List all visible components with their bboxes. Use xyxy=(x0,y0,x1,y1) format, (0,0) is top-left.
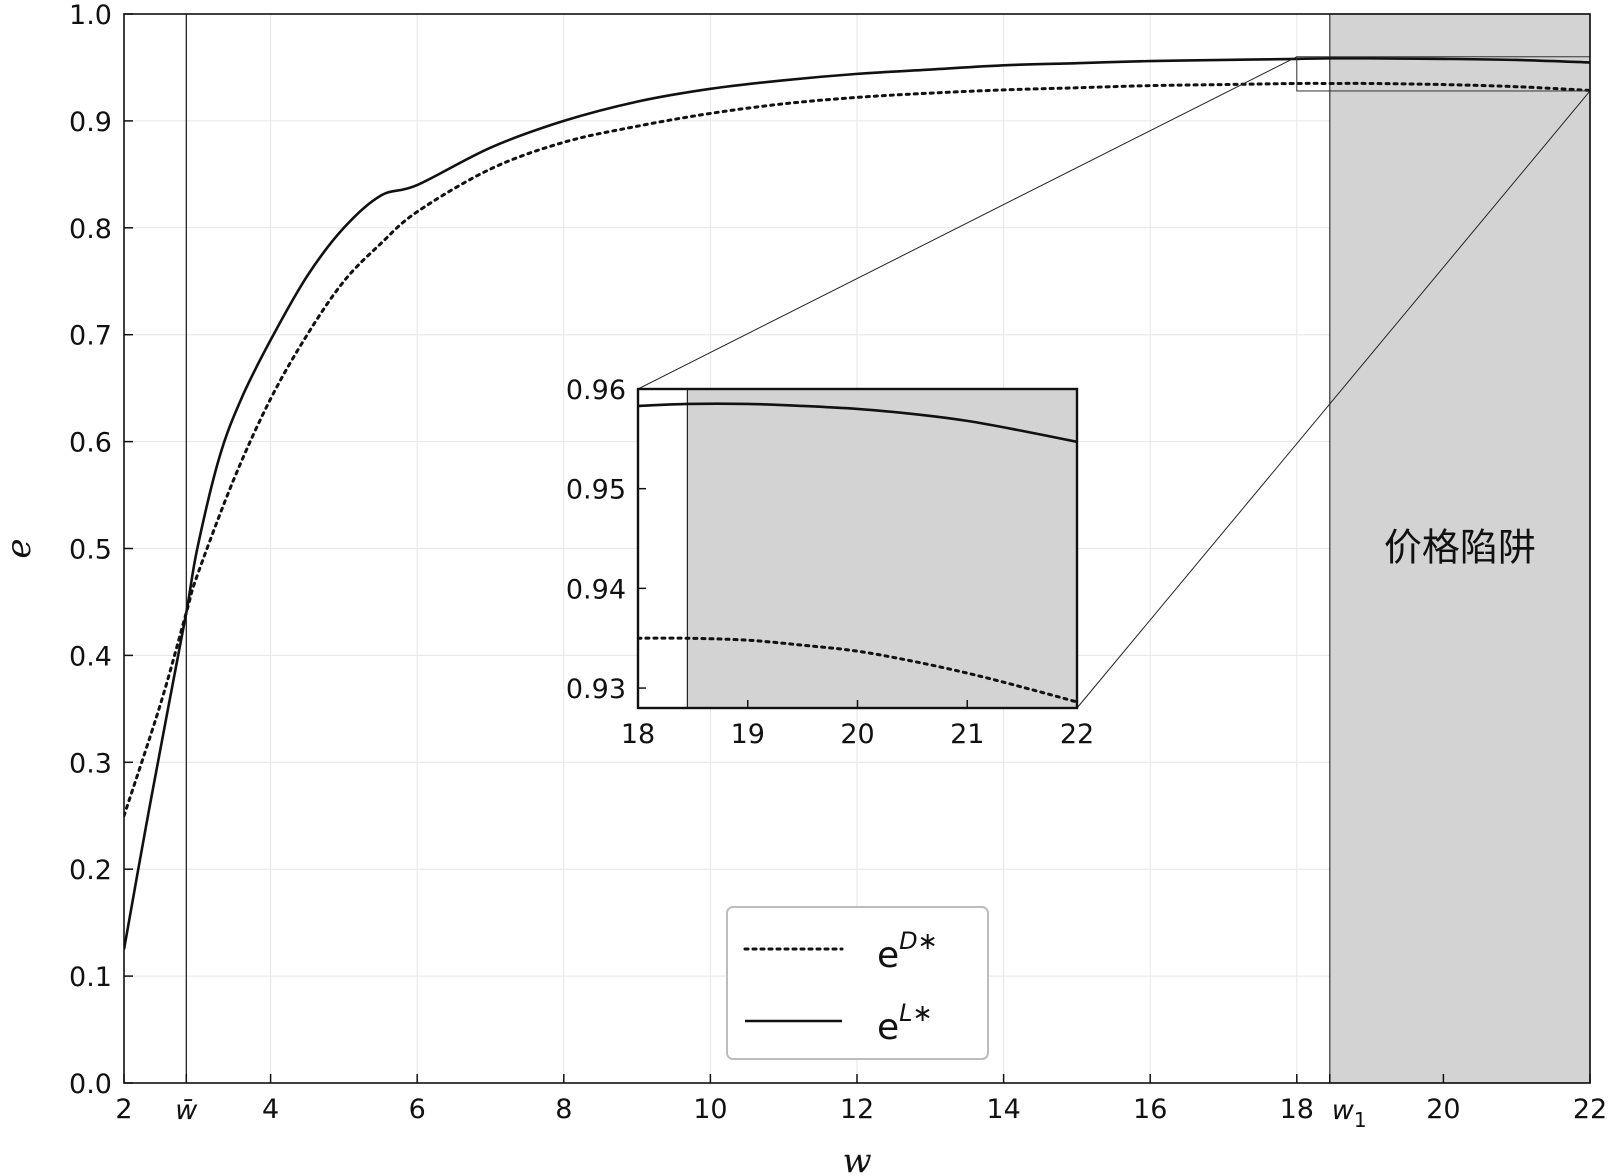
x-tick-label: 8 xyxy=(555,1094,572,1125)
zoom-connector-line xyxy=(1076,90,1591,709)
inset-y-tick-label: 0.95 xyxy=(566,475,626,506)
x-tick-label: 20 xyxy=(1426,1094,1460,1125)
inset-x-tick-label: 20 xyxy=(840,719,874,750)
inset-x-tick-label: 21 xyxy=(950,719,984,750)
inset-y-tick-label: 0.96 xyxy=(566,375,626,406)
legend-superscript: D∗ xyxy=(899,927,938,955)
y-tick-label: 0.1 xyxy=(69,962,112,993)
y-tick-label: 0.4 xyxy=(69,641,112,672)
inset-shaded-region xyxy=(686,388,1078,709)
y-tick-label: 0.8 xyxy=(69,214,112,245)
x-tick-label: 10 xyxy=(693,1094,727,1125)
y-tick-label: 1.0 xyxy=(69,0,112,31)
w1-subscript: 1 xyxy=(1354,1108,1367,1132)
x-tick-label: 18 xyxy=(1280,1094,1314,1125)
y-tick-label: 0.9 xyxy=(69,107,112,138)
y-tick-label: 0.0 xyxy=(69,1069,112,1100)
x-tick-label: 22 xyxy=(1573,1094,1607,1125)
y-tick-label: 0.7 xyxy=(69,321,112,352)
inset-series-eD-line xyxy=(638,636,1077,704)
x-tick-label: 16 xyxy=(1133,1094,1167,1125)
inset-series-eL-line xyxy=(638,402,1077,444)
x-tick-label: 6 xyxy=(409,1094,426,1125)
series-eL-line xyxy=(124,56,1590,950)
x-axis-label: w xyxy=(842,1141,871,1176)
inset-y-tick-label: 0.93 xyxy=(566,674,626,705)
w-bar-tick-label: w̄ xyxy=(175,1095,198,1126)
legend-superscript: L∗ xyxy=(899,999,932,1027)
y-axis-label: e xyxy=(0,538,39,558)
y-tick-label: 0.3 xyxy=(69,748,112,779)
x-tick-label: 14 xyxy=(986,1094,1020,1125)
series-eD-line xyxy=(124,81,1590,818)
x-tick-label: 2 xyxy=(115,1094,132,1125)
price-trap-label: 价格陷阱 xyxy=(1384,526,1536,570)
x-tick-label: 12 xyxy=(840,1094,874,1125)
y-tick-label: 0.2 xyxy=(69,855,112,886)
y-tick-label: 0.6 xyxy=(69,428,112,459)
inset-y-tick-label: 0.94 xyxy=(566,574,626,605)
legend-box xyxy=(726,906,989,1060)
inset-x-tick-label: 19 xyxy=(731,719,765,750)
x-tick-label: 4 xyxy=(262,1094,279,1125)
zoom-connector-line xyxy=(637,56,1298,390)
y-tick-label: 0.5 xyxy=(69,535,112,566)
inset-x-tick-label: 22 xyxy=(1060,719,1094,750)
inset-x-tick-label: 18 xyxy=(621,719,655,750)
